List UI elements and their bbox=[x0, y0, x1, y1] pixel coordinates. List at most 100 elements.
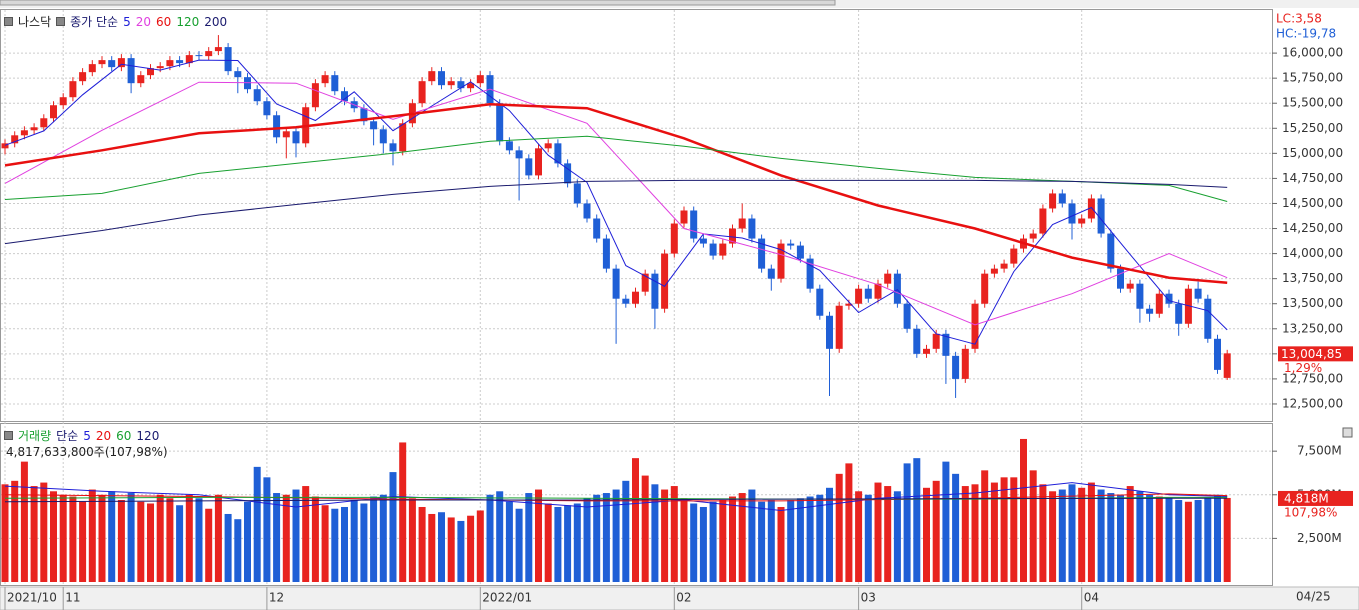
volume-bar bbox=[913, 458, 921, 582]
candle-body bbox=[796, 245, 804, 259]
candle-body bbox=[651, 273, 659, 309]
candle-body bbox=[1039, 208, 1047, 234]
volume-bar bbox=[79, 501, 87, 582]
volume-bar bbox=[515, 508, 523, 582]
volume-bar bbox=[884, 486, 892, 582]
hc-label: HC:-19,78 bbox=[1276, 27, 1336, 41]
volume-bar bbox=[253, 466, 261, 582]
volume-bar bbox=[166, 498, 174, 582]
legend-entry: 60 bbox=[116, 428, 132, 443]
candle-body bbox=[699, 238, 707, 244]
candle-body bbox=[826, 315, 833, 349]
volume-bar bbox=[341, 506, 348, 582]
volume-bar bbox=[11, 480, 19, 582]
volume-bar bbox=[612, 489, 620, 582]
volume-legend: 거래량 단순 5 20 60 120 bbox=[4, 427, 159, 444]
volume-bar bbox=[302, 486, 310, 582]
candle-body bbox=[447, 81, 455, 86]
candle-body bbox=[1097, 198, 1105, 234]
volume-bar bbox=[389, 472, 397, 582]
ma-line bbox=[4, 496, 1228, 500]
candle-body bbox=[1068, 203, 1076, 224]
candle-body bbox=[224, 47, 232, 72]
change-label: 1,29% bbox=[1284, 361, 1322, 375]
candle-body bbox=[1029, 233, 1037, 239]
candle-body bbox=[903, 303, 911, 329]
volume-bar bbox=[826, 487, 833, 582]
candle-body bbox=[835, 305, 843, 349]
candle-body bbox=[1136, 283, 1144, 309]
legend-square bbox=[56, 17, 66, 26]
volume-bar bbox=[350, 500, 358, 582]
candle-body bbox=[496, 103, 504, 142]
volume-bar bbox=[1107, 493, 1115, 582]
y-tick-label: 13,500,00 bbox=[1282, 296, 1343, 310]
volume-bar bbox=[20, 461, 28, 582]
candle-body bbox=[108, 60, 116, 68]
volume-bar bbox=[573, 503, 581, 582]
volume-bar bbox=[932, 480, 940, 582]
volume-bar bbox=[127, 493, 135, 582]
volume-bar bbox=[399, 442, 407, 582]
ma-line bbox=[4, 102, 1228, 284]
volume-bar bbox=[438, 512, 445, 582]
legend-square bbox=[4, 17, 13, 26]
volume-bar bbox=[156, 494, 164, 582]
volume-bar bbox=[981, 470, 989, 582]
volume-bar bbox=[661, 489, 669, 582]
volume-bar bbox=[147, 503, 154, 582]
candle-body bbox=[816, 288, 824, 316]
candle-body bbox=[11, 135, 19, 144]
volume-bar bbox=[321, 505, 329, 582]
y-tick-label: 13,750,00 bbox=[1282, 271, 1343, 285]
volume-bar bbox=[1029, 470, 1037, 582]
volume-bar bbox=[758, 501, 766, 582]
candle-body bbox=[1, 143, 9, 149]
candle-body bbox=[690, 210, 698, 239]
candle-body bbox=[379, 129, 387, 144]
candle-body bbox=[30, 127, 38, 131]
candle-body bbox=[1146, 308, 1154, 314]
candle-body bbox=[971, 303, 979, 349]
volume-bar bbox=[719, 500, 727, 582]
volume-bar bbox=[214, 494, 222, 582]
volume-bar bbox=[370, 496, 378, 582]
volume-bar bbox=[1020, 438, 1027, 582]
volume-bar bbox=[1136, 491, 1144, 582]
volume-bar bbox=[379, 494, 387, 582]
pane-button[interactable] bbox=[1342, 427, 1353, 438]
volume-bar bbox=[1184, 501, 1192, 582]
y-tick-label: 12,750,00 bbox=[1282, 371, 1343, 385]
volume-bar bbox=[1155, 496, 1163, 582]
candle-body bbox=[777, 243, 785, 279]
candle-body bbox=[127, 58, 135, 84]
legend-entry: 5 bbox=[83, 428, 91, 443]
volume-bar bbox=[1058, 489, 1066, 582]
candle-body bbox=[884, 273, 892, 284]
volume-bar bbox=[748, 489, 756, 582]
candle-body bbox=[156, 66, 164, 69]
volume-bar bbox=[767, 500, 775, 582]
x-axis-strip bbox=[0, 586, 1359, 610]
volume-bar bbox=[1, 484, 9, 582]
volume-bar bbox=[961, 486, 969, 582]
candle-body bbox=[845, 303, 853, 306]
volume-bar bbox=[205, 508, 213, 582]
scrollbar[interactable] bbox=[0, 0, 836, 6]
volume-bar bbox=[408, 498, 416, 582]
volume-bar bbox=[729, 496, 736, 582]
y-tick-label: 12,500,00 bbox=[1282, 396, 1343, 410]
candle-body bbox=[428, 71, 436, 82]
volume-bar bbox=[234, 519, 242, 582]
candle-body bbox=[1175, 303, 1183, 324]
legend-ma-label: 단순 bbox=[56, 429, 79, 443]
volume-bar bbox=[1126, 486, 1134, 582]
volume-bar bbox=[1097, 489, 1105, 582]
volume-bar bbox=[263, 477, 271, 582]
candle-body bbox=[719, 243, 727, 256]
candle-body bbox=[602, 238, 610, 269]
volume-bar bbox=[1010, 477, 1018, 582]
candle-body bbox=[476, 75, 484, 84]
